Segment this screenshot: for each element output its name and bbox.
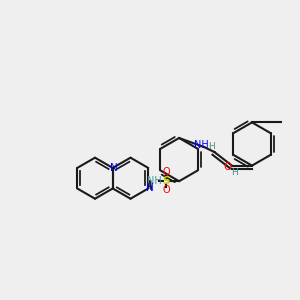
Text: O: O bbox=[163, 185, 170, 195]
Text: H: H bbox=[231, 168, 238, 177]
Text: N: N bbox=[146, 184, 154, 194]
Text: O: O bbox=[163, 167, 170, 177]
Text: S: S bbox=[163, 176, 170, 186]
Text: N: N bbox=[110, 163, 118, 173]
Text: O: O bbox=[223, 162, 231, 172]
Text: H: H bbox=[208, 142, 215, 151]
Text: NH: NH bbox=[147, 176, 162, 186]
Text: NH: NH bbox=[194, 140, 208, 150]
